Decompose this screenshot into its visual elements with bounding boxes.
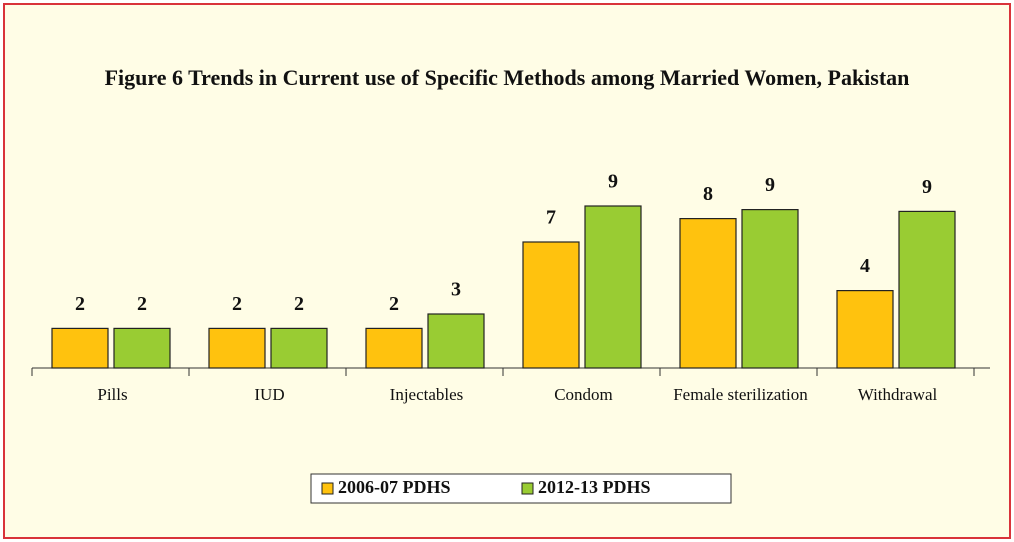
legend-label: 2006-07 PDHS [338, 477, 451, 497]
bar [113, 327, 171, 369]
data-label: 9 [765, 174, 775, 196]
bar [741, 209, 799, 369]
bar [51, 327, 109, 369]
bar [679, 218, 737, 369]
legend-swatch [321, 482, 334, 495]
bar [898, 210, 956, 369]
legend-swatch [521, 482, 534, 495]
x-tick-label: IUD [254, 385, 285, 404]
chart-border [3, 3, 1011, 539]
data-label: 2 [389, 293, 399, 315]
bar [427, 313, 485, 369]
bar [270, 327, 328, 369]
x-tick-label: Injectables [389, 385, 464, 404]
title-box: Figure 6 Trends in Current use of Specif… [104, 66, 910, 90]
data-label: 7 [546, 207, 556, 229]
x-tick-label: Female sterilization [673, 385, 808, 404]
x-tick-label: Pills [97, 385, 128, 404]
bar [836, 290, 894, 369]
legend [310, 473, 732, 504]
data-label: 2 [232, 293, 242, 315]
bar [208, 327, 266, 369]
data-label: 2 [294, 293, 304, 315]
data-label: 9 [922, 176, 932, 198]
data-label: 2 [137, 293, 147, 315]
legend-label: 2012-13 PDHS [538, 477, 651, 497]
bar [584, 205, 642, 369]
data-label: 8 [703, 183, 713, 205]
x-tick-label: Condom [554, 385, 613, 404]
bar [522, 241, 580, 369]
chart-title: Figure 6 Trends in Current use of Specif… [104, 66, 910, 90]
data-label: 2 [75, 293, 85, 315]
bar [365, 327, 423, 369]
data-label: 4 [860, 255, 870, 277]
x-tick-label: Withdrawal [857, 385, 938, 404]
data-label: 3 [451, 279, 461, 301]
data-label: 9 [608, 171, 618, 193]
